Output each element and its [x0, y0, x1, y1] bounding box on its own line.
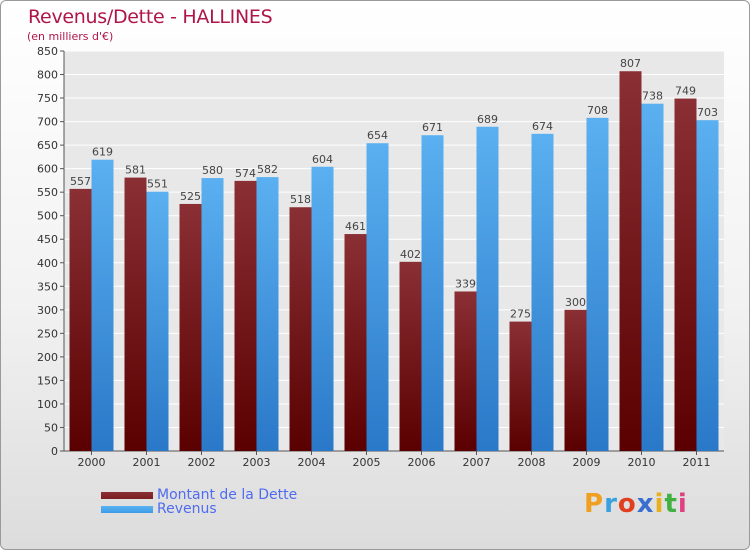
y-tick-label: 50 — [44, 421, 58, 434]
y-tick-label: 650 — [37, 139, 58, 152]
y-tick-label: 550 — [37, 186, 58, 199]
x-tick-label: 2011 — [683, 456, 711, 469]
data-label-debt: 574 — [235, 167, 256, 180]
y-tick-label: 200 — [37, 351, 58, 364]
data-label-debt: 581 — [125, 164, 146, 177]
logo-letter: i — [654, 489, 665, 519]
y-tick-label: 450 — [37, 233, 58, 246]
y-tick-label: 700 — [37, 116, 58, 129]
bar-revenue — [201, 178, 224, 451]
x-tick-label: 2006 — [408, 456, 436, 469]
bar-debt — [509, 321, 532, 451]
logo-letter: r — [604, 489, 618, 519]
logo-letter: o — [617, 489, 637, 519]
bar-debt — [564, 309, 587, 451]
legend-item-debt: Montant de la Dette — [101, 487, 297, 503]
data-label-debt: 402 — [400, 248, 421, 261]
x-tick-label: 2010 — [628, 456, 656, 469]
y-tick-label: 400 — [37, 257, 58, 270]
bar-debt — [344, 234, 367, 451]
x-tick-label: 2002 — [188, 456, 216, 469]
data-label-debt: 275 — [510, 308, 531, 321]
y-tick-label: 150 — [37, 374, 58, 387]
data-label-debt: 518 — [290, 193, 311, 206]
bar-revenue — [311, 166, 334, 451]
legend-label-debt: Montant de la Dette — [157, 487, 298, 503]
bar-revenue — [421, 135, 444, 451]
data-label-revenue: 703 — [697, 106, 718, 119]
data-label-revenue: 674 — [532, 120, 553, 133]
data-label-revenue: 738 — [642, 90, 663, 103]
y-tick-label: 0 — [51, 445, 58, 458]
bar-debt — [69, 188, 92, 451]
data-label-revenue: 689 — [477, 113, 498, 126]
data-label-revenue: 671 — [422, 121, 443, 134]
chart-title: Revenus/Dette - HALLINES — [28, 6, 273, 28]
bar-revenue — [91, 159, 114, 452]
bar-revenue — [641, 103, 664, 452]
bar-debt — [179, 203, 202, 451]
y-tick-label: 750 — [37, 92, 58, 105]
legend-label-revenue: Revenus — [157, 501, 217, 517]
logo-letter: t — [664, 489, 678, 519]
bar-debt — [399, 261, 422, 451]
y-tick-label: 300 — [37, 304, 58, 317]
data-label-debt: 339 — [455, 277, 476, 290]
y-tick-label: 600 — [37, 163, 58, 176]
data-label-revenue: 582 — [257, 163, 278, 176]
y-tick-label: 100 — [37, 398, 58, 411]
bar-revenue — [476, 126, 499, 451]
x-tick-label: 2005 — [353, 456, 381, 469]
legend-item-revenue: Revenus — [101, 501, 217, 517]
data-label-revenue: 619 — [92, 146, 113, 159]
y-tick-label: 500 — [37, 210, 58, 223]
x-tick-label: 2007 — [463, 456, 491, 469]
data-label-revenue: 708 — [587, 104, 608, 117]
bar-revenue — [531, 133, 554, 451]
data-label-revenue: 551 — [147, 178, 168, 191]
legend-swatch-revenue — [101, 505, 153, 513]
bar-debt — [454, 291, 477, 451]
logo-letter: P — [584, 489, 605, 519]
x-tick-label: 2009 — [573, 456, 601, 469]
data-label-debt: 557 — [70, 175, 91, 188]
bar-revenue — [366, 143, 389, 451]
y-tick-label: 350 — [37, 280, 58, 293]
x-tick-label: 2001 — [133, 456, 161, 469]
bar-debt — [619, 71, 642, 451]
data-label-debt: 749 — [675, 85, 696, 98]
x-tick-label: 2003 — [243, 456, 271, 469]
bar-debt — [674, 98, 697, 451]
bar-debt — [234, 180, 257, 451]
proxiti-logo: Proxiti — [584, 489, 688, 519]
y-tick-label: 850 — [37, 45, 58, 58]
bar-revenue — [256, 177, 279, 451]
data-label-debt: 807 — [620, 57, 641, 70]
bar-debt — [289, 207, 312, 451]
bar-revenue — [696, 120, 719, 452]
bar-revenue — [146, 191, 169, 452]
x-tick-label: 2000 — [78, 456, 106, 469]
data-label-debt: 461 — [345, 220, 366, 233]
chart-subtitle: (en milliers d'€) — [27, 30, 114, 43]
y-tick-label: 800 — [37, 69, 58, 82]
bar-debt — [124, 177, 147, 451]
plot-area — [64, 51, 724, 451]
logo-letter: i — [677, 489, 688, 519]
x-tick-label: 2008 — [518, 456, 546, 469]
data-label-revenue: 580 — [202, 164, 223, 177]
data-label-revenue: 654 — [367, 129, 388, 142]
y-tick-label: 250 — [37, 327, 58, 340]
x-tick-label: 2004 — [298, 456, 326, 469]
data-label-debt: 525 — [180, 190, 201, 203]
logo-letter: x — [636, 489, 655, 519]
data-label-debt: 300 — [565, 296, 586, 309]
bar-revenue — [586, 117, 609, 451]
legend-swatch-debt — [101, 491, 153, 499]
data-label-revenue: 604 — [312, 153, 333, 166]
